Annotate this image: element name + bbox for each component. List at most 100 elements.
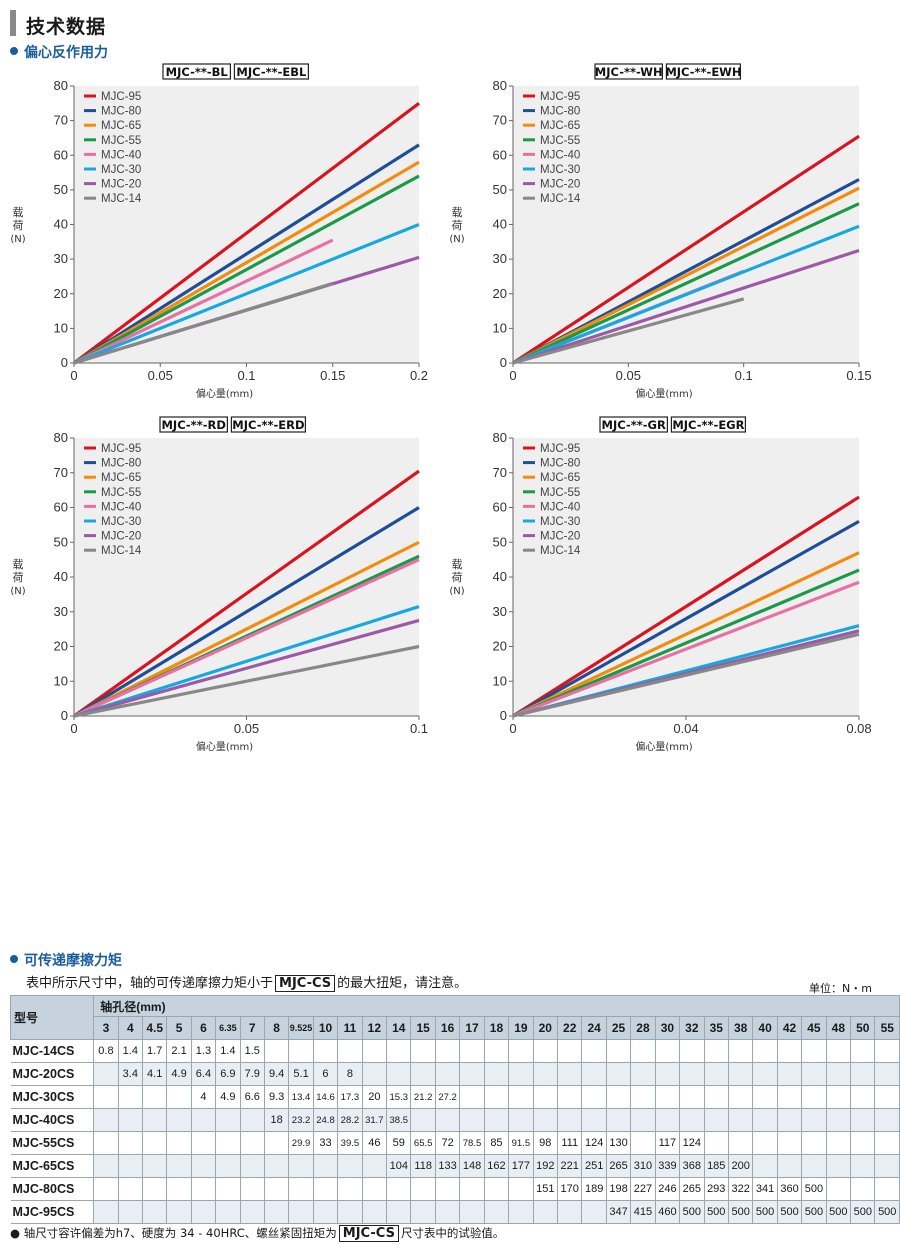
torque-cell [117,1108,144,1132]
table-row: MJC-30CS 4 4.9 6.6 9.3 13.4 14.6 17.3 20 15.3 21.2… [10,1085,900,1109]
diameter-header-row: 3 4 4.5 5 6 6.35 7 8 9.525 10 11 12 14 15 16 17 18 19 20 22… [11,1016,900,1040]
torque-cell [312,1154,339,1178]
y-tick-label: 40 [493,217,507,232]
series-line-mjc-95 [73,102,420,365]
table-row: MJC-20CS 3.4 4.1 4.9 6.4 6.9 7.9 9.4 5.1 6 8 [10,1062,900,1086]
torque-cell [679,1039,705,1063]
torque-cell: 341 [752,1177,778,1201]
y-tick-label: 0 [61,708,68,723]
diameter-header: 4.5 [141,1016,168,1040]
series-line-mjc-40 [73,558,420,718]
y-tick-label: 70 [54,465,68,480]
row-model: MJC-65CS [10,1154,95,1178]
diameter-header: 48 [825,1016,852,1040]
legend-label: MJC-80 [540,458,580,470]
torque-cell [703,1131,729,1155]
torque-cell: 500 [703,1200,729,1224]
legend-label: MJC-40 [101,501,141,513]
y-axis-label: 载 [13,206,24,219]
torque-cell [166,1177,192,1201]
torque-cell: 7.9 [239,1062,265,1086]
torque-cell [93,1154,119,1178]
torque-cell [581,1108,607,1132]
torque-cell [776,1039,803,1063]
torque-cell [239,1154,265,1178]
y-tick-label: 80 [54,78,68,93]
torque-cell [117,1177,144,1201]
footnote-post: 尺寸表中的试验值。 [400,1226,505,1240]
legend-label: MJC-80 [101,106,141,118]
y-tick-label: 60 [493,500,507,515]
torque-cell [239,1200,265,1224]
torque-cell: 6.4 [190,1062,217,1086]
torque-body: MJC-14CS 0.8 1.4 1.7 2.1 1.3 1.4 1.5 MJC-20CS 3.4… [10,1039,900,1224]
y-tick-label: 10 [493,320,507,335]
torque-cell: 500 [825,1200,852,1224]
torque-cell [141,1131,168,1155]
table-head-model: 型号 [9,995,95,1040]
torque-cell: 339 [654,1154,681,1178]
torque-cell: 265 [679,1177,705,1201]
x-tick-label: 0.04 [673,721,698,736]
torque-cell [410,1062,436,1086]
model-label: MJC-**-EBL [236,65,307,79]
torque-cell: 46 [361,1131,388,1155]
torque-cell [361,1154,388,1178]
torque-cell [654,1108,681,1132]
torque-cell [483,1108,510,1132]
legend-label: MJC-30 [101,164,141,176]
torque-cell [727,1085,754,1109]
torque-cell [752,1108,778,1132]
torque-cell: 1.7 [141,1039,168,1063]
torque-cell [556,1108,583,1132]
legend-label: MJC-14 [101,545,142,557]
torque-cell [117,1200,144,1224]
series-line-mjc-95 [512,134,860,365]
series-line-mjc-20 [512,248,860,365]
torque-cell [654,1039,681,1063]
torque-cell: 170 [556,1177,583,1201]
diameter-header: 15 [410,1016,436,1040]
torque-cell [166,1108,192,1132]
torque-cell: 98 [532,1131,559,1155]
torque-cell [483,1039,510,1063]
x-tick-label: 0.05 [148,368,173,383]
legend-label: MJC-80 [540,106,580,118]
diameter-header: 35 [703,1016,729,1040]
torque-cell [801,1085,827,1109]
page-title: 技术数据 [26,16,107,38]
torque-cell: 104 [386,1154,412,1178]
torque-cell: 500 [776,1200,803,1224]
torque-cell [263,1039,290,1063]
x-axis-label: 偏心量(mm) [635,740,692,753]
torque-cell [850,1177,876,1201]
legend-label: MJC-40 [101,149,141,161]
model-box [233,63,309,80]
torque-cell [727,1039,754,1063]
torque-cell: 38.5 [386,1108,412,1132]
torque-cell [850,1085,876,1109]
torque-cell [312,1039,339,1063]
legend-label: MJC-55 [101,487,141,499]
model-label: MJC-**-ERD [232,418,304,432]
model-box [162,63,232,80]
section-heading-torque-text: 可传递摩擦力矩 [24,953,122,969]
series-line-mjc-95 [512,495,860,718]
torque-cell [801,1131,827,1155]
footnote-model: MJC-CS [338,1225,399,1242]
legend-label: MJC-65 [540,120,580,132]
y-tick-label: 80 [54,430,68,445]
torque-cell: 1.3 [190,1039,217,1063]
torque-cell [508,1085,534,1109]
series-line-mjc-55 [512,568,860,718]
torque-cell [434,1062,461,1086]
y-tick-label: 30 [54,604,68,619]
torque-cell: 21.2 [410,1085,436,1109]
torque-cell: 4.9 [215,1085,241,1109]
torque-cell [93,1108,119,1132]
y-axis-label: (N) [10,234,25,245]
torque-cell [166,1131,192,1155]
model-box [599,416,669,433]
torque-cell: 6.9 [215,1062,241,1086]
torque-cell [239,1131,265,1155]
